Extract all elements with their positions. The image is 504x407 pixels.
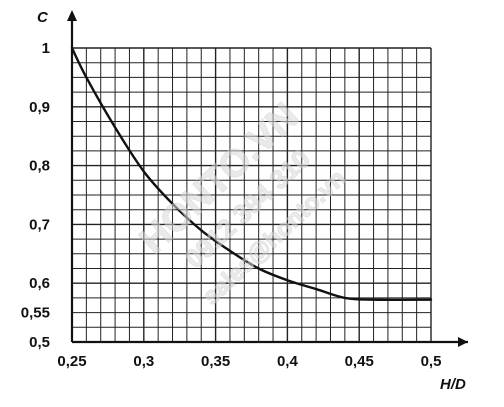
x-tick-label: 0,3: [133, 353, 154, 370]
tick-group: 0,25 0,3 0,35 0,4 0,45 0,5 0,5 0,55 0,6 0,7 0,8 0,9…: [21, 40, 442, 370]
x-tick-label: 0,5: [421, 353, 442, 370]
x-tick-label: 0,25: [57, 353, 86, 370]
grid-group: [71, 47, 432, 343]
y-tick-label: 1: [42, 40, 50, 57]
y-tick-label: 0,9: [29, 99, 50, 116]
y-axis-label: C: [37, 9, 49, 26]
x-axis-arrow-icon: [458, 337, 468, 347]
curve-group: [70, 46, 433, 301]
y-tick-label: 0,7: [29, 216, 50, 233]
y-axis-arrow-icon: [67, 10, 77, 21]
x-axis-label: H/D: [440, 376, 466, 393]
y-tick-label: 0,55: [21, 305, 50, 322]
axis-group: [67, 10, 468, 347]
x-tick-label: 0,4: [277, 353, 299, 370]
y-tick-label: 0,6: [29, 275, 50, 292]
x-tick-label: 0,35: [201, 353, 230, 370]
x-tick-label: 0,45: [345, 353, 374, 370]
y-tick-label: 0,5: [29, 334, 50, 351]
y-tick-label: 0,8: [29, 158, 50, 175]
